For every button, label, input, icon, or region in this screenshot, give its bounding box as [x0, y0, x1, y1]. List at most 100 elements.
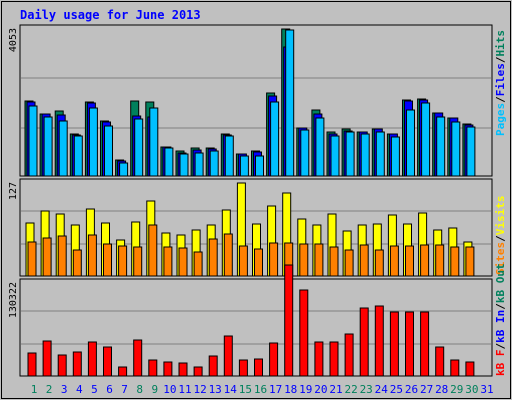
bar-sites — [208, 238, 218, 277]
x-tick-label: 13 — [209, 383, 222, 396]
bar-sites — [238, 245, 248, 277]
bar-pages — [375, 131, 385, 177]
ymax-label-kbytes: 130322 — [8, 282, 19, 318]
bar-kb-f — [420, 311, 430, 377]
bar-kb-f — [163, 361, 173, 377]
bar-kb-f — [72, 351, 82, 377]
bar-sites — [269, 242, 279, 277]
x-axis-labels: 1 2 3 4 5 6 7 8 9 10 11 12 13 14 15 16 17 18 19 20 21 22 23 24 2… — [31, 383, 494, 396]
bar-pages — [300, 129, 310, 177]
bar-pages — [436, 116, 446, 177]
bar-pages — [390, 136, 400, 177]
x-tick-label: 25 — [390, 383, 403, 396]
bar-kb-f — [269, 342, 279, 377]
bar-pages — [104, 125, 113, 177]
bar-kb-f — [133, 339, 143, 377]
bar-sites — [148, 224, 158, 277]
x-tick-label: 8 — [136, 383, 143, 396]
x-tick-label: 2 — [46, 383, 53, 396]
bar-sites — [405, 245, 414, 277]
x-tick-label: 26 — [405, 383, 418, 396]
bar-pages — [270, 101, 280, 177]
chart-bars — [21, 28, 491, 377]
x-tick-label: 7 — [121, 383, 128, 396]
bar-kb-f — [208, 355, 218, 377]
x-tick-label: 11 — [178, 383, 191, 396]
x-tick-label: 21 — [329, 383, 342, 396]
bar-sites — [359, 244, 369, 277]
bar-sites — [42, 237, 52, 277]
bar-sites — [344, 249, 354, 277]
bar-kb-f — [238, 359, 248, 377]
bar-sites — [450, 246, 460, 277]
legend-sites: Sites — [494, 242, 507, 275]
bar-pages — [88, 107, 98, 177]
bar-pages — [451, 121, 461, 177]
bar-kb-f — [299, 289, 309, 377]
bar-pages — [330, 135, 340, 177]
bar-pages — [255, 155, 264, 177]
bar-pages — [179, 153, 189, 177]
x-tick-label: 20 — [314, 383, 327, 396]
bar-pages — [164, 147, 174, 177]
ymax-label-hits: 4053 — [8, 28, 19, 52]
bar-kb-f — [389, 311, 399, 377]
x-tick-label: 27 — [420, 383, 433, 396]
x-tick-label: 3 — [61, 383, 68, 396]
bar-sites — [87, 234, 97, 277]
x-tick-label: 14 — [224, 383, 238, 396]
bar-kb-f — [374, 305, 384, 377]
bar-sites — [178, 247, 188, 277]
x-tick-label: 29 — [450, 383, 463, 396]
x-tick-label: 16 — [254, 383, 267, 396]
bar-sites — [254, 248, 263, 277]
bar-pages — [360, 133, 370, 177]
bar-kb-f — [223, 335, 233, 377]
bar-kb-f — [178, 362, 188, 377]
bar-sites — [72, 249, 82, 277]
bar-pages — [224, 135, 234, 177]
bar-sites — [27, 241, 37, 277]
bar-kb-f — [435, 346, 445, 377]
bar-sites — [163, 246, 173, 277]
bar-sites — [223, 233, 233, 277]
bar-pages — [315, 117, 325, 177]
x-tick-label: 31 — [480, 383, 493, 396]
ymax-label-visits: 127 — [8, 182, 19, 200]
legend-visits-sites: Sites/Visits — [494, 196, 507, 276]
x-tick-label: 5 — [91, 383, 98, 396]
x-tick-label: 30 — [465, 383, 478, 396]
bar-pages — [149, 107, 159, 177]
legend-pages: Pages — [494, 103, 507, 136]
bar-kb-f — [344, 333, 354, 377]
x-tick-label: 17 — [269, 383, 282, 396]
x-tick-label: 10 — [163, 383, 176, 396]
bar-sites — [435, 244, 445, 277]
bar-kb-f — [359, 307, 369, 377]
bar-kb-f — [57, 354, 67, 377]
bar-kb-f — [254, 358, 263, 377]
x-tick-label: 24 — [375, 383, 389, 396]
bar-kb-f — [27, 352, 37, 377]
bar-pages — [119, 162, 129, 177]
bar-kb-f — [193, 366, 203, 377]
x-tick-label: 23 — [360, 383, 373, 396]
bar-pages — [466, 126, 476, 177]
chart-title: Daily usage for June 2013 — [20, 8, 201, 22]
x-tick-label: 18 — [284, 383, 297, 396]
bar-kb-f — [118, 366, 128, 377]
bar-pages — [421, 102, 431, 177]
bar-kb-f — [329, 341, 339, 377]
legend-kb-f: kB F — [494, 350, 507, 377]
legend-hits: Hits — [494, 30, 507, 57]
bar-sites — [420, 244, 430, 277]
x-tick-label: 19 — [299, 383, 312, 396]
bar-kb-f — [148, 359, 158, 377]
bar-sites — [389, 245, 399, 277]
legend-files: Files — [494, 63, 507, 96]
bar-pages — [209, 150, 219, 177]
bar-pages — [134, 118, 144, 177]
x-tick-label: 4 — [76, 383, 83, 396]
bar-pages — [285, 29, 295, 177]
